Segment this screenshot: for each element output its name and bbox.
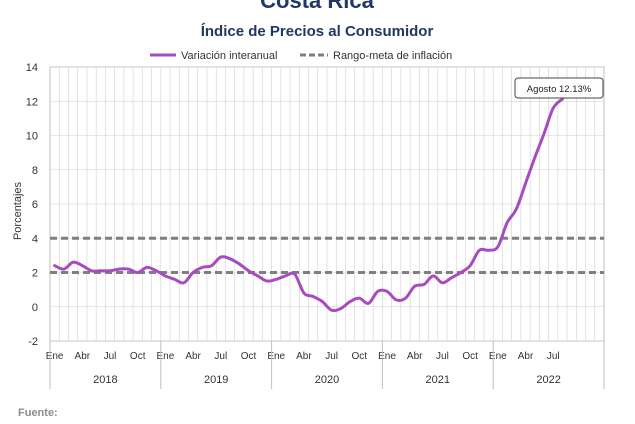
x-tick-label: Jul xyxy=(325,351,338,362)
legend-label-rango-meta: Rango-meta de inflación xyxy=(333,50,452,62)
x-year-label: 2021 xyxy=(426,374,450,386)
x-tick-label: Ene xyxy=(489,351,507,362)
y-tick-label: 8 xyxy=(32,165,38,177)
x-year-label: 2019 xyxy=(204,374,228,386)
series-line-variacion-interanual xyxy=(53,97,564,313)
x-tick-label: Ene xyxy=(157,351,175,362)
y-tick-label: -2 xyxy=(28,336,38,348)
x-tick-label: Oct xyxy=(352,351,368,362)
x-tick-label: Jul xyxy=(214,351,227,362)
x-year-label: 2018 xyxy=(93,374,117,386)
x-tick-label: Jul xyxy=(547,351,560,362)
x-tick-label: Abr xyxy=(185,351,201,362)
y-tick-label: 0 xyxy=(32,302,38,314)
x-tick-label: Abr xyxy=(75,351,91,362)
series-variacion-interanual xyxy=(53,97,564,313)
x-tick-label: Ene xyxy=(267,351,285,362)
target-range-lines xyxy=(50,236,604,274)
y-tick-label: 6 xyxy=(32,199,38,211)
chart-title: Índice de Precios al Consumidor xyxy=(201,23,434,40)
y-axis: -2 0 2 4 6 8 10 12 14 xyxy=(26,62,38,348)
source-label: Fuente: xyxy=(18,407,58,419)
x-year-label: 2022 xyxy=(536,374,560,386)
country-title: Costa Rica xyxy=(260,0,374,13)
x-tick-label: Oct xyxy=(130,351,146,362)
y-tick-label: 4 xyxy=(32,233,38,245)
legend: Variación interanual Rango-meta de infla… xyxy=(150,50,452,62)
grid xyxy=(49,66,605,342)
x-tick-label: Abr xyxy=(518,351,534,362)
x-tick-label: Abr xyxy=(296,351,312,362)
y-tick-label: 2 xyxy=(32,268,38,280)
y-tick-label: 14 xyxy=(26,62,38,74)
x-tick-label: Abr xyxy=(407,351,423,362)
x-tick-label: Ene xyxy=(46,351,64,362)
y-tick-label: 12 xyxy=(26,96,38,108)
annotation-box xyxy=(514,77,604,99)
x-year-label: 2020 xyxy=(315,374,339,386)
x-tick-label: Jul xyxy=(436,351,449,362)
x-tick-label: Jul xyxy=(104,351,117,362)
y-axis-label: Porcentajes xyxy=(12,181,24,240)
y-tick-label: 10 xyxy=(26,131,38,143)
annotation: Agosto 12.13% xyxy=(514,77,604,99)
x-tick-label: Oct xyxy=(462,351,478,362)
x-tick-label: Oct xyxy=(241,351,257,362)
x-axis: Ene Abr Jul Oct 2018 Ene Abr Jul Oct 2019 Ene Abr Ju… xyxy=(46,341,605,389)
x-tick-label: Ene xyxy=(378,351,396,362)
legend-label-variacion: Variación interanual xyxy=(181,50,277,62)
annotation-label: Agosto 12.13% xyxy=(527,84,592,95)
